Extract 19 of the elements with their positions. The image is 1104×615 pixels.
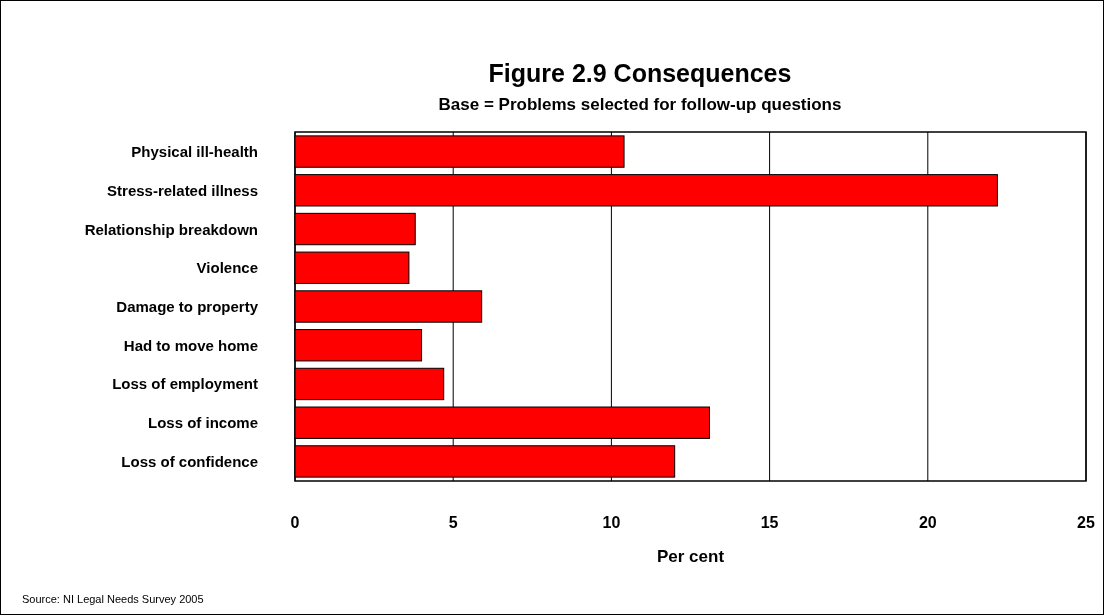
x-tick-label: 15 (760, 514, 779, 531)
x-tick-label: 0 (290, 514, 300, 531)
y-tick-label: Had to move home (123, 336, 258, 354)
y-tick-label: Damage to property (116, 298, 259, 315)
x-tick-label: 10 (602, 514, 621, 531)
y-tick-label: Loss of employment (112, 375, 258, 393)
x-tick-label: 20 (918, 514, 937, 531)
y-tick-label: Loss of confidence (121, 452, 258, 470)
x-axis-title: Per cent (656, 547, 725, 566)
x-tick-label: 25 (1077, 514, 1095, 531)
y-tick-label: Violence (196, 259, 258, 277)
y-tick-label: Stress-related illness (107, 181, 258, 199)
x-tick-label: 5 (448, 514, 458, 531)
y-tick-label: Relationship breakdown (84, 220, 258, 238)
chart-subtitle: Base = Problems selected for follow-up questions (438, 95, 842, 114)
y-tick-label: Loss of income (147, 414, 258, 432)
chart-title: Figure 2.9 Consequences (488, 59, 792, 87)
source-note: Source: NI Legal Needs Survey 2005 (22, 593, 204, 605)
y-tick-label: Physical ill-health (131, 143, 258, 161)
